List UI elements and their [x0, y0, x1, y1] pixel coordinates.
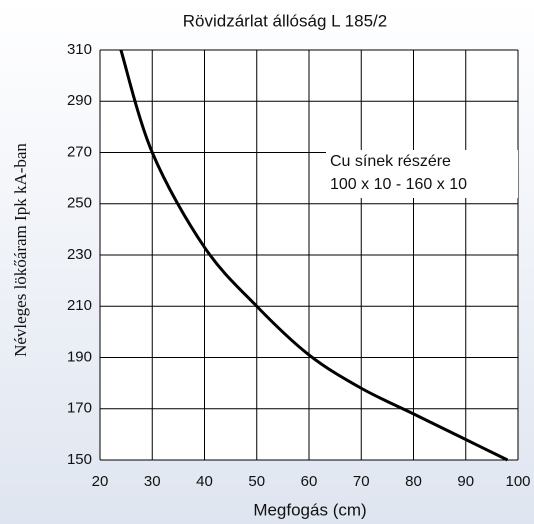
x-tick-label: 80 [405, 473, 422, 490]
y-tick-label: 190 [67, 348, 92, 365]
x-tick-label: 30 [144, 473, 161, 490]
annotation-box [326, 150, 518, 198]
y-tick-label: 150 [67, 451, 92, 468]
y-tick-label: 290 [67, 92, 92, 109]
y-tick-label: 230 [67, 246, 92, 263]
y-tick-label: 310 [67, 41, 92, 58]
annotation: Cu sínek részére [330, 153, 451, 170]
y-tick-label: 170 [67, 400, 92, 417]
chart-title: Rövidzárlat állóság L 185/2 [183, 11, 387, 30]
x-tick-label: 70 [353, 473, 370, 490]
annotation: 100 x 10 - 160 x 10 [330, 176, 467, 193]
x-tick-label: 20 [92, 473, 109, 490]
x-tick-label: 90 [457, 473, 474, 490]
x-tick-label: 100 [505, 473, 530, 490]
y-axis-label: Névleges lökőáram Ipk kA-ban [11, 143, 30, 357]
x-axis-label: Megfogás (cm) [253, 500, 366, 519]
x-tick-label: 40 [196, 473, 213, 490]
y-tick-label: 270 [67, 143, 92, 160]
data-line [119, 49, 509, 462]
x-tick-label: 60 [301, 473, 318, 490]
y-tick-label: 250 [67, 195, 92, 212]
x-tick-label: 50 [248, 473, 265, 490]
y-tick-label: 210 [67, 297, 92, 314]
